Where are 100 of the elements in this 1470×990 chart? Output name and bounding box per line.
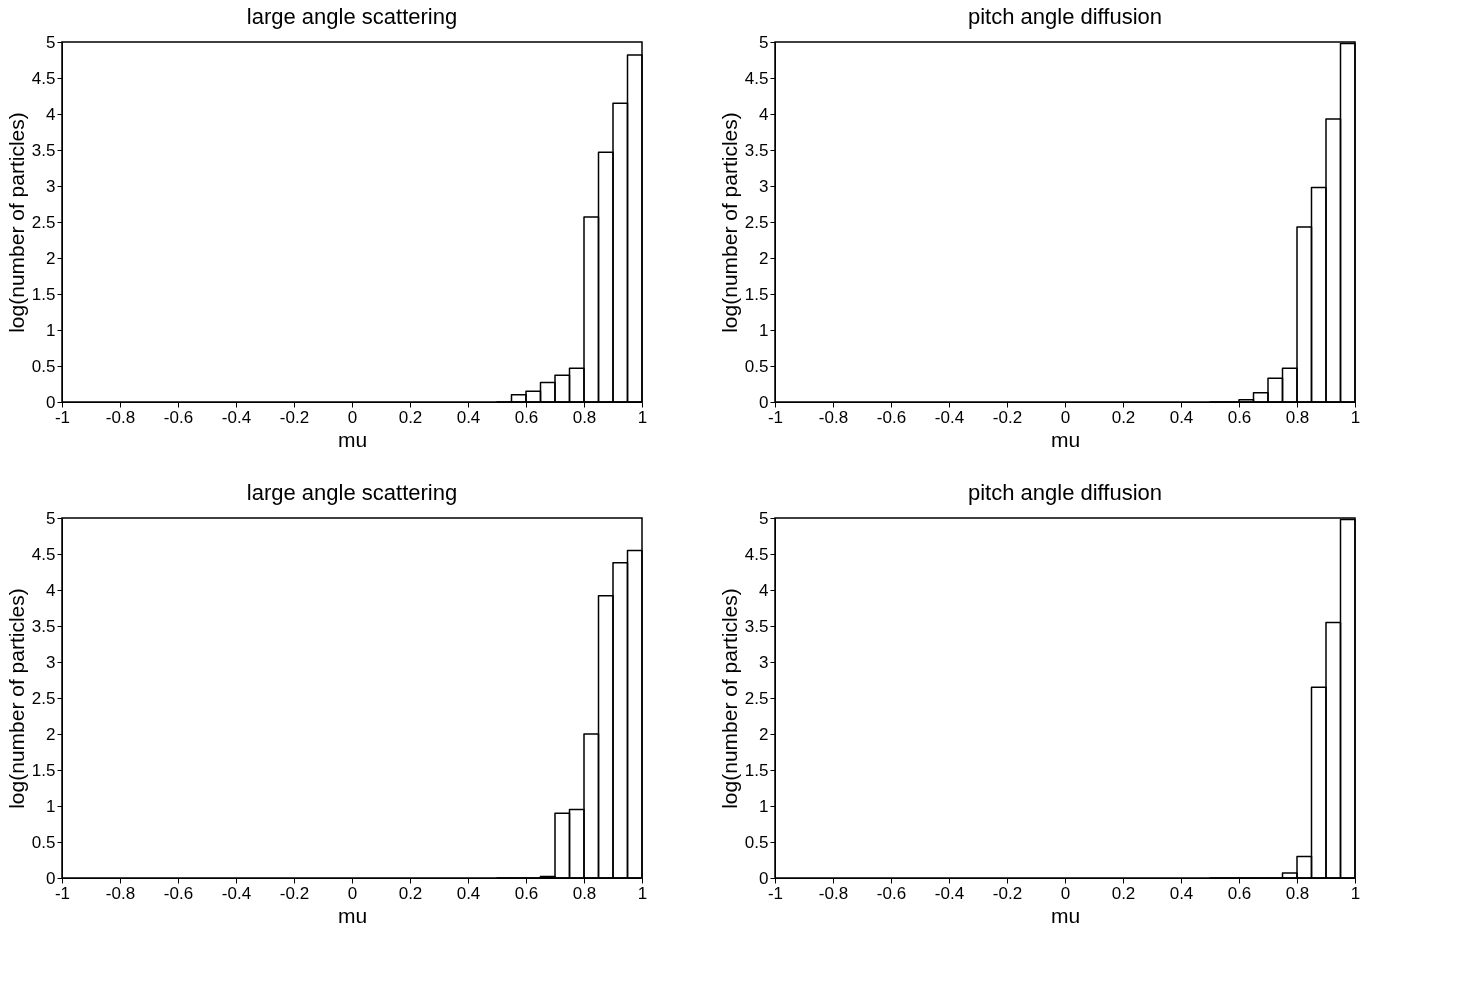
x-tick-label: 0.6	[514, 407, 539, 427]
y-tick-label: 4	[46, 580, 56, 600]
chart-title: large angle scattering	[246, 4, 458, 29]
x-tick-label: 0.8	[572, 407, 597, 427]
y-tick-label: 3	[46, 652, 56, 672]
x-tick-label: 0.4	[456, 883, 481, 903]
y-tick-label: 2.5	[31, 688, 56, 708]
y-tick-label: 3.5	[31, 140, 56, 160]
y-tick-label: 3.5	[744, 140, 769, 160]
x-tick-label: 0	[1060, 883, 1071, 903]
x-tick-label: 0.4	[456, 407, 481, 427]
x-axis-title: mu	[1050, 427, 1081, 451]
y-tick-label: 3	[759, 176, 769, 196]
y-tick-label: 0	[759, 392, 769, 412]
y-tick-label: 3.5	[744, 616, 769, 636]
y-tick-label: 0	[759, 868, 769, 888]
y-tick-label: 0.5	[31, 356, 56, 376]
y-tick-label: 0.5	[744, 356, 769, 376]
y-tick-label: 1.5	[744, 760, 769, 780]
y-tick-label: 5	[46, 508, 56, 528]
y-axis-title: log(number of particles)	[717, 112, 741, 333]
y-tick-label: 2	[46, 248, 56, 268]
x-tick-label: -1	[54, 883, 71, 903]
x-axis-title: mu	[1050, 903, 1081, 927]
x-tick-label: -0.2	[279, 407, 310, 427]
y-tick-label: 1.5	[31, 760, 56, 780]
x-tick-label: -0.8	[818, 883, 849, 903]
x-tick-label: 0.2	[398, 407, 423, 427]
x-tick-label: 1	[637, 407, 648, 427]
y-tick-label: 4.5	[31, 544, 56, 564]
x-tick-label: -0.6	[163, 883, 194, 903]
x-tick-label: -0.4	[221, 407, 252, 427]
y-tick-label: 1.5	[31, 284, 56, 304]
x-tick-label: -0.4	[934, 883, 965, 903]
y-axis-title: log(number of particles)	[4, 588, 28, 809]
x-tick-label: -0.8	[105, 883, 136, 903]
x-tick-label: 0.8	[1285, 883, 1310, 903]
x-tick-label: 1	[1350, 883, 1361, 903]
x-tick-label: -0.6	[876, 883, 907, 903]
x-tick-label: -0.8	[105, 407, 136, 427]
y-tick-label: 3	[759, 652, 769, 672]
x-tick-label: 0.8	[572, 883, 597, 903]
x-tick-label: 0.8	[1285, 407, 1310, 427]
x-tick-label: 0.4	[1169, 407, 1194, 427]
y-tick-label: 1.5	[744, 284, 769, 304]
y-tick-label: 3	[46, 176, 56, 196]
x-tick-label: 0.2	[1111, 407, 1136, 427]
y-tick-label: 4	[759, 104, 769, 124]
y-tick-label: 4	[759, 580, 769, 600]
y-tick-label: 2.5	[744, 688, 769, 708]
x-axis-title: mu	[337, 427, 368, 451]
x-tick-label: 0.4	[1169, 883, 1194, 903]
y-tick-label: 4.5	[744, 544, 769, 564]
x-tick-label: -0.6	[876, 407, 907, 427]
y-tick-label: 5	[46, 32, 56, 52]
x-tick-label: -0.2	[279, 883, 310, 903]
y-tick-label: 4	[46, 104, 56, 124]
x-tick-label: -0.6	[163, 407, 194, 427]
x-tick-label: 0	[1060, 407, 1071, 427]
x-axis-title: mu	[337, 903, 368, 927]
chart-title: large angle scattering	[246, 480, 458, 505]
chart-title: pitch angle diffusion	[967, 480, 1163, 505]
y-tick-label: 2.5	[31, 212, 56, 232]
y-tick-label: 0	[46, 868, 56, 888]
x-tick-label: 1	[637, 883, 648, 903]
x-tick-label: 0	[347, 407, 358, 427]
y-tick-label: 3.5	[31, 616, 56, 636]
x-tick-label: -1	[54, 407, 71, 427]
y-tick-label: 2	[759, 724, 769, 744]
y-tick-label: 1	[46, 320, 56, 340]
y-tick-label: 0.5	[31, 832, 56, 852]
y-tick-label: 1	[46, 796, 56, 816]
y-tick-label: 1	[759, 796, 769, 816]
x-tick-label: -0.2	[992, 407, 1023, 427]
x-tick-label: 1	[1350, 407, 1361, 427]
x-tick-label: 0.6	[1227, 883, 1252, 903]
x-tick-label: -1	[767, 883, 784, 903]
y-tick-label: 0	[46, 392, 56, 412]
y-tick-label: 0.5	[744, 832, 769, 852]
x-tick-label: 0.2	[1111, 883, 1136, 903]
x-tick-label: -0.8	[818, 407, 849, 427]
y-tick-label: 2.5	[744, 212, 769, 232]
x-tick-label: -0.4	[221, 883, 252, 903]
x-tick-label: 0.2	[398, 883, 423, 903]
y-axis-title: log(number of particles)	[717, 588, 741, 809]
x-tick-label: 0	[347, 883, 358, 903]
y-tick-label: 4.5	[31, 68, 56, 88]
x-tick-label: -0.4	[934, 407, 965, 427]
y-tick-label: 5	[759, 508, 769, 528]
y-tick-label: 2	[759, 248, 769, 268]
x-tick-label: -1	[767, 407, 784, 427]
y-tick-label: 1	[759, 320, 769, 340]
x-tick-label: 0.6	[514, 883, 539, 903]
y-axis-title: log(number of particles)	[4, 112, 28, 333]
chart-title: pitch angle diffusion	[967, 4, 1163, 29]
x-tick-label: 0.6	[1227, 407, 1252, 427]
y-tick-label: 4.5	[744, 68, 769, 88]
y-tick-label: 5	[759, 32, 769, 52]
x-tick-label: -0.2	[992, 883, 1023, 903]
y-tick-label: 2	[46, 724, 56, 744]
